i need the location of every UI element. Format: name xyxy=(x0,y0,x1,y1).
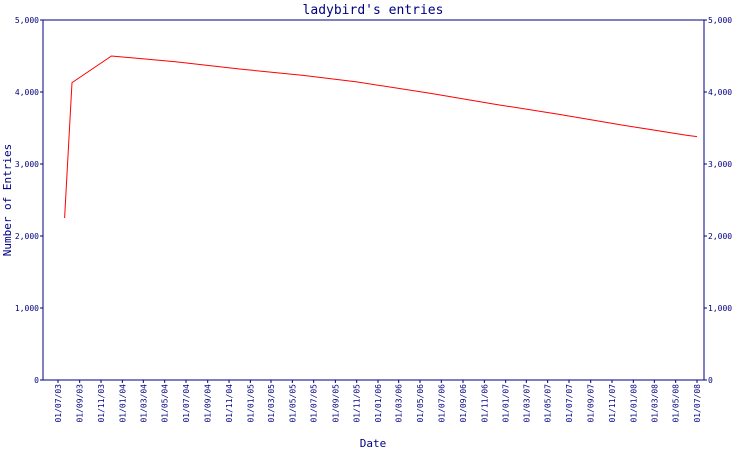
x-tick-label: 01/07/04 xyxy=(182,384,191,423)
x-tick-label: 01/01/06 xyxy=(374,384,383,423)
x-tick-label: 01/05/05 xyxy=(288,384,297,423)
y-tick-label-left: 5,000 xyxy=(15,16,39,25)
y-tick-label-right: 3,000 xyxy=(708,160,732,169)
x-tick-label: 01/09/03 xyxy=(76,384,85,423)
x-tick-label: 01/01/05 xyxy=(246,384,255,423)
x-tick-label: 01/05/04 xyxy=(161,384,170,423)
y-tick-label-left: 1,000 xyxy=(15,304,39,313)
x-tick-label: 01/07/08 xyxy=(693,384,702,423)
x-tick-label: 01/03/05 xyxy=(267,384,276,423)
y-tick-label-right: 5,000 xyxy=(708,16,732,25)
series-line-entries xyxy=(64,55,698,219)
y-axis-ticks: 0 0 1,000 1,000 2,000 2,000 3,000 3,000 4,000 4,0… xyxy=(15,16,732,385)
y-tick-label-left: 2,000 xyxy=(15,232,39,241)
y-axis-label: Number of Entries xyxy=(1,144,14,257)
series-layer xyxy=(64,55,698,219)
x-tick-label: 01/01/08 xyxy=(629,384,638,423)
y-tick-label-left: 3,000 xyxy=(15,160,39,169)
x-tick-label: 01/11/03 xyxy=(97,384,106,423)
x-tick-label: 01/07/05 xyxy=(310,384,319,423)
x-tick-label: 01/07/07 xyxy=(565,384,574,423)
x-tick-label: 01/11/07 xyxy=(608,384,617,423)
x-tick-label: 01/03/08 xyxy=(650,384,659,423)
x-tick-label: 01/07/03 xyxy=(54,384,63,423)
x-tick-label: 01/11/04 xyxy=(225,384,234,423)
y-tick-label-right: 4,000 xyxy=(708,88,732,97)
x-tick-label: 01/09/06 xyxy=(459,384,468,423)
x-axis-label: Date xyxy=(360,437,387,450)
x-tick-label: 01/03/07 xyxy=(522,384,531,423)
x-axis-ticks: 01/07/03 01/09/03 01/11/03 01/01/04 01/03/04… xyxy=(54,380,702,423)
x-tick-label: 01/11/05 xyxy=(353,384,362,423)
x-tick-label: 01/03/06 xyxy=(395,384,404,423)
y-tick-label-right: 0 xyxy=(708,376,713,385)
x-tick-label: 01/07/06 xyxy=(437,384,446,423)
x-tick-label: 01/11/06 xyxy=(480,384,489,423)
x-tick-label: 01/03/04 xyxy=(139,384,148,423)
x-tick-label: 01/05/06 xyxy=(416,384,425,423)
chart-title: ladybird's entries xyxy=(303,3,444,18)
x-tick-label: 01/09/07 xyxy=(587,384,596,423)
y-tick-label-left: 0 xyxy=(34,376,39,385)
x-tick-label: 01/05/07 xyxy=(544,384,553,423)
y-tick-label-right: 2,000 xyxy=(708,232,732,241)
x-tick-label: 01/05/08 xyxy=(672,384,681,423)
y-tick-label-left: 4,000 xyxy=(15,88,39,97)
y-tick-label-right: 1,000 xyxy=(708,304,732,313)
x-tick-label: 01/09/04 xyxy=(204,384,213,423)
plot-frame xyxy=(42,19,705,381)
x-tick-label: 01/01/07 xyxy=(502,384,511,423)
x-tick-label: 01/01/04 xyxy=(118,384,127,423)
x-tick-label: 01/09/05 xyxy=(331,384,340,423)
